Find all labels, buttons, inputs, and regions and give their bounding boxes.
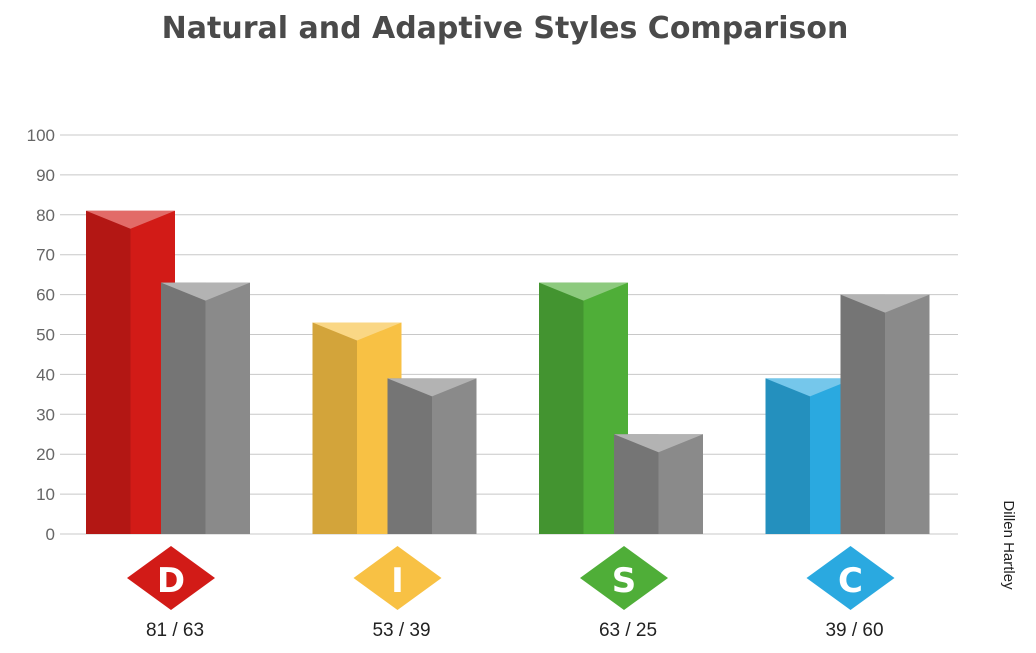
- badge-d: D: [127, 546, 215, 610]
- chart-title: Natural and Adaptive Styles Comparison: [162, 11, 849, 46]
- bar-adaptive-c-left-face: [840, 294, 885, 534]
- y-tick-label: 90: [36, 166, 55, 185]
- badge-diamond: [806, 546, 895, 610]
- bar-adaptive-s-right-face: [658, 434, 703, 534]
- bar-natural-i-left-face: [312, 322, 357, 534]
- category-label: D: [157, 561, 185, 601]
- bar-adaptive-i-left-face: [387, 378, 432, 534]
- category-label: C: [838, 561, 863, 601]
- badge-diamond: [353, 546, 442, 610]
- bar-adaptive-s-left-face: [614, 434, 659, 534]
- value-pair-label: 53 / 39: [372, 620, 430, 641]
- bar-adaptive-s-top-face: [614, 434, 703, 453]
- category-label: I: [391, 561, 404, 601]
- bar-natural-d-left-face: [86, 210, 131, 534]
- y-tick-label: 60: [36, 286, 55, 305]
- badge-s: S: [580, 546, 668, 610]
- badge-diamond: [127, 546, 215, 610]
- bar-adaptive-s: [614, 434, 703, 534]
- bar-natural-s-top-face: [539, 282, 628, 301]
- y-tick-label: 30: [36, 405, 55, 424]
- bar-adaptive-c-right-face: [885, 294, 930, 534]
- category-label: S: [612, 561, 637, 601]
- bar-natural-c-top-face: [765, 378, 855, 397]
- bar-adaptive-d: [161, 282, 250, 534]
- value-pair-label: 63 / 25: [599, 620, 657, 641]
- bar-adaptive-c: [840, 294, 930, 534]
- y-tick-label: 70: [36, 246, 55, 265]
- badge-diamond: [580, 546, 668, 610]
- bar-adaptive-i-right-face: [432, 378, 477, 534]
- badge-c: C: [806, 546, 895, 610]
- y-tick-label: 80: [36, 206, 55, 225]
- bar-natural-s: [539, 282, 628, 534]
- bar-natural-d-top-face: [86, 210, 175, 229]
- y-tick-label: 100: [27, 126, 55, 145]
- bar-adaptive-c-top-face: [840, 294, 930, 313]
- bar-natural-c-left-face: [765, 378, 810, 534]
- y-tick-label: 20: [36, 445, 55, 464]
- pair-labels: 81 / 63 53 / 39 63 / 25 39 / 60: [146, 620, 884, 641]
- y-axis-ticks: 0 10 20 30 40 50 60 70 80 90 100: [27, 126, 55, 544]
- bar-adaptive-d-top-face: [161, 282, 250, 301]
- bar-natural-i-top-face: [312, 322, 402, 341]
- y-tick-label: 10: [36, 485, 55, 504]
- y-tick-label: 0: [46, 525, 55, 544]
- badge-i: I: [353, 546, 442, 610]
- bars: [86, 210, 930, 534]
- bar-adaptive-d-right-face: [205, 282, 250, 534]
- bar-adaptive-i: [387, 378, 477, 534]
- bar-adaptive-d-left-face: [161, 282, 206, 534]
- y-tick-label: 40: [36, 365, 55, 384]
- value-pair-label: 81 / 63: [146, 620, 204, 641]
- bar-adaptive-i-top-face: [387, 378, 477, 397]
- author-credit: Dillen Hartley: [1000, 500, 1017, 590]
- y-tick-label: 50: [36, 326, 55, 345]
- bar-natural-s-left-face: [539, 282, 584, 534]
- value-pair-label: 39 / 60: [825, 620, 883, 641]
